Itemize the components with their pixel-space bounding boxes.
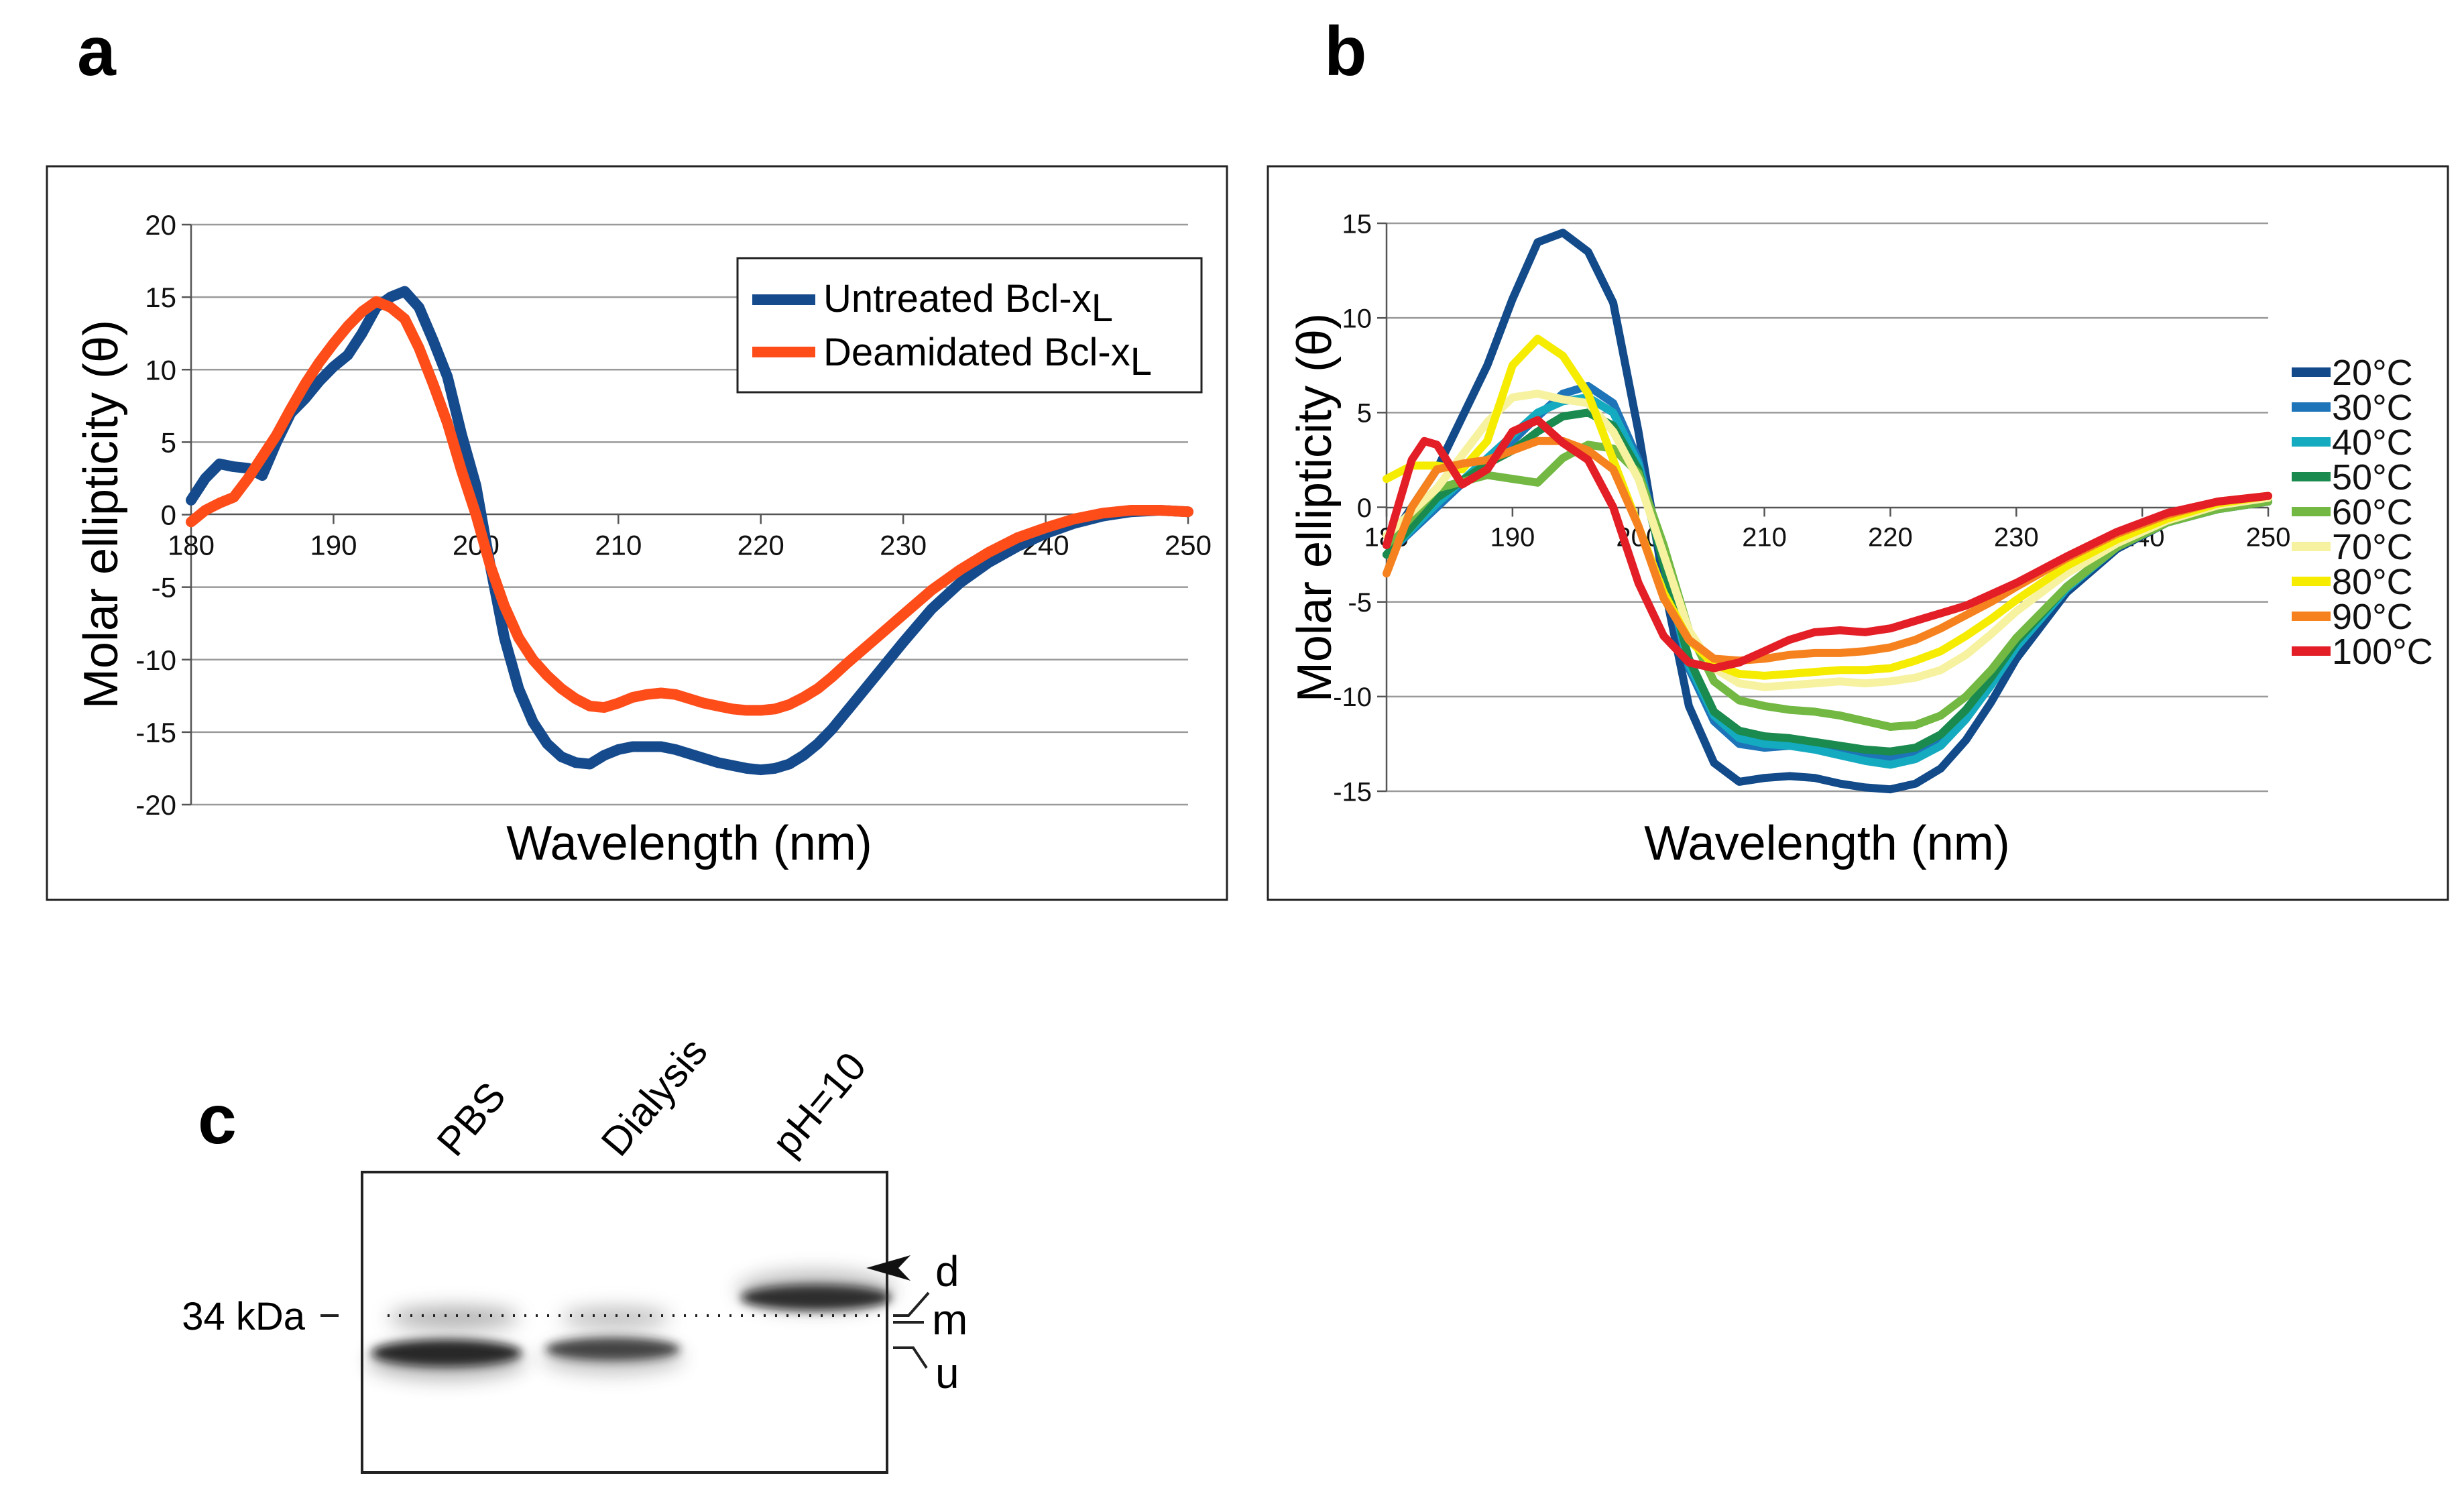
- y-tick-label: -10: [135, 644, 176, 676]
- series-line-deamidated-bcl-x: [186, 296, 1193, 716]
- band-label-u: u: [935, 1349, 959, 1397]
- y-tick-label: -5: [152, 572, 176, 603]
- y-tick-label: 5: [1357, 399, 1372, 428]
- x-tick-label: 180: [168, 530, 215, 561]
- x-tick-label: 250: [1165, 530, 1212, 561]
- series-line-100-c: [1383, 416, 2272, 673]
- y-tick-label: 15: [1342, 209, 1372, 239]
- legend-label: 90°C: [2332, 597, 2413, 637]
- panel-b-frame: [1267, 165, 2449, 901]
- panel-a-xlabel: Wavelength (nm): [506, 817, 872, 870]
- legend-label: 100°C: [2332, 632, 2433, 672]
- panel-c-label: c: [198, 1081, 237, 1159]
- panel-a-legend: Untreated Bcl-xL Deamidated Bcl-xL: [736, 257, 1203, 394]
- legend-label: 40°C: [2332, 422, 2413, 463]
- leader-d: [893, 1291, 930, 1317]
- legend-deamidated-label: Deamidated Bcl-xL: [823, 331, 1152, 384]
- x-tick-label: 250: [2246, 523, 2291, 553]
- band-label-d: d: [935, 1247, 959, 1295]
- y-tick-label: 10: [1342, 304, 1372, 334]
- panel-a-y-ticks: 20 15 10 5 0 -5 -10 -15 -20: [135, 209, 191, 821]
- panel-b-xlabel: Wavelength (nm): [1644, 817, 2010, 870]
- legend-label: 50°C: [2332, 457, 2413, 498]
- legend-label: 60°C: [2332, 492, 2413, 532]
- y-tick-label: 5: [161, 426, 176, 458]
- panel-a-x-ticks: 180 190 200 210 220 230 240 250: [168, 514, 1212, 561]
- lane-label-pbs: PBS: [428, 1074, 514, 1164]
- band-pbs-m: [388, 1307, 520, 1328]
- series-line-60-c: [1383, 441, 2272, 731]
- series-line-untreated-bcl-x: [186, 286, 1193, 776]
- panel-a-series: [186, 286, 1193, 776]
- legend-label: 20°C: [2332, 353, 2413, 393]
- marker-label: 34 kDa: [182, 1295, 306, 1338]
- legend-untreated-label: Untreated Bcl-xL: [823, 277, 1113, 330]
- y-tick-label: 10: [145, 354, 176, 386]
- panel-b-ylabel: Molar ellipticity (θ): [1288, 313, 1342, 702]
- panel-b-y-ticks: 15 10 5 0 -5 -10 -15: [1333, 209, 1387, 807]
- legend-label: 80°C: [2332, 562, 2413, 602]
- legend-label: 30°C: [2332, 388, 2413, 428]
- y-tick-label: -5: [1348, 588, 1372, 618]
- leader-u: [893, 1346, 928, 1369]
- y-tick-label: 0: [161, 500, 176, 531]
- series-line-70-c: [1383, 390, 2272, 691]
- y-tick-label: -20: [135, 789, 176, 821]
- band-dialysis-m: [561, 1308, 670, 1328]
- panel-a-ylabel: Molar ellipticity (θ): [74, 320, 128, 709]
- x-tick-label: 190: [1490, 523, 1535, 553]
- y-tick-label: 0: [1357, 494, 1372, 523]
- series-line-80-c: [1383, 335, 2272, 680]
- x-tick-label: 230: [880, 530, 927, 561]
- lane-label-ph10: pH=10: [764, 1044, 875, 1165]
- x-tick-label: 210: [595, 530, 642, 561]
- x-tick-label: 190: [310, 530, 357, 561]
- y-tick-label: -10: [1333, 683, 1372, 712]
- legend-label: 70°C: [2332, 527, 2413, 567]
- arrowhead-icon: [866, 1255, 911, 1281]
- panel-b-label: b: [1324, 13, 1367, 91]
- panel-a-label: a: [77, 13, 117, 91]
- y-tick-label: -15: [135, 717, 176, 748]
- lane-label-dialysis: Dialysis: [593, 1029, 716, 1164]
- x-tick-label: 230: [1994, 523, 2039, 553]
- series-line-20-c: [1383, 229, 2272, 794]
- y-tick-label: 20: [145, 209, 176, 241]
- y-tick-label: 15: [145, 282, 176, 313]
- x-tick-label: 220: [738, 530, 784, 561]
- panel-b-series: [1383, 229, 2272, 794]
- y-tick-label: -15: [1333, 777, 1372, 807]
- blot-bands: [367, 1271, 895, 1380]
- x-tick-label: 220: [1868, 523, 1913, 553]
- band-label-m: m: [932, 1295, 967, 1344]
- x-tick-label: 210: [1742, 523, 1787, 553]
